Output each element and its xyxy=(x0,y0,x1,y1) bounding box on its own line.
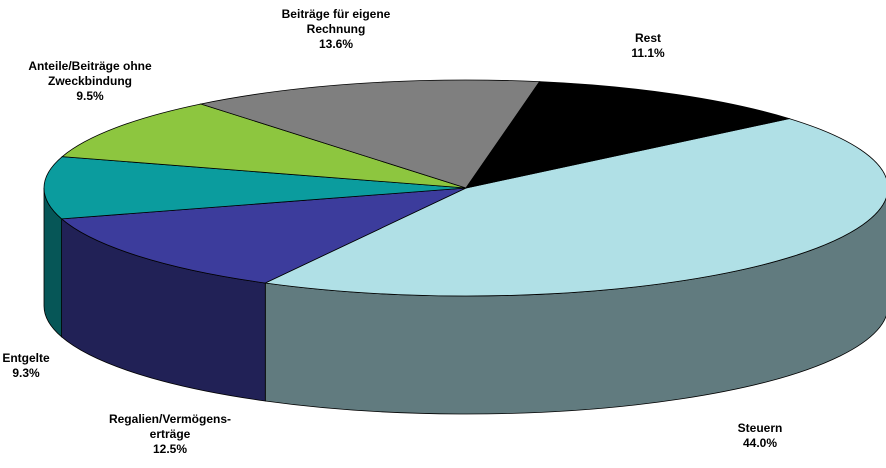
slice-label-5: Rest 11.1% xyxy=(631,31,665,60)
slice-label-0: Steuern 44.0% xyxy=(738,421,783,450)
slice-name-3: Anteile/Beiträge ohne xyxy=(28,59,152,73)
slice-value-1: 12.5% xyxy=(153,442,187,456)
slice-label-1: Regalien/Vermögens-erträge 12.5% xyxy=(109,412,231,456)
slice-1 xyxy=(60,187,467,284)
pie-sides xyxy=(43,187,886,415)
slice-5 xyxy=(465,81,791,189)
slice-value-2: 9.3% xyxy=(12,366,40,380)
slice-value-3: 9.5% xyxy=(76,89,104,103)
slice-value-4: 13.6% xyxy=(319,37,353,51)
slice-name-1: Regalien/Vermögens- xyxy=(109,412,231,426)
slice-name-0: Steuern xyxy=(738,421,783,435)
slice-name-4: Rechnung xyxy=(307,22,366,36)
slice-3 xyxy=(61,103,467,189)
slice-name-2: Entgelte xyxy=(2,351,50,365)
slice-name-5: Rest xyxy=(635,31,661,45)
slice-value-5: 11.1% xyxy=(631,46,665,60)
pie-slices xyxy=(43,79,886,297)
slice-name-3: Zweckbindung xyxy=(48,74,132,88)
slice-labels: Steuern 44.0% Regalien/Vermögens-erträge 12… xyxy=(2,7,782,456)
slice-4 xyxy=(199,79,541,189)
slice-label-3: Anteile/Beiträge ohne Zweckbindung 9.5% xyxy=(28,59,152,103)
slice-2 xyxy=(43,156,467,220)
slice-label-2: Entgelte 9.3% xyxy=(2,351,50,380)
slice-label-4: Beiträge für eigene Rechnung 13.6% xyxy=(282,7,391,51)
slice-value-0: 44.0% xyxy=(743,436,777,450)
slice-0 xyxy=(263,118,886,297)
slice-name-1: erträge xyxy=(150,427,191,441)
slice-name-4: Beiträge für eigene xyxy=(282,7,391,21)
